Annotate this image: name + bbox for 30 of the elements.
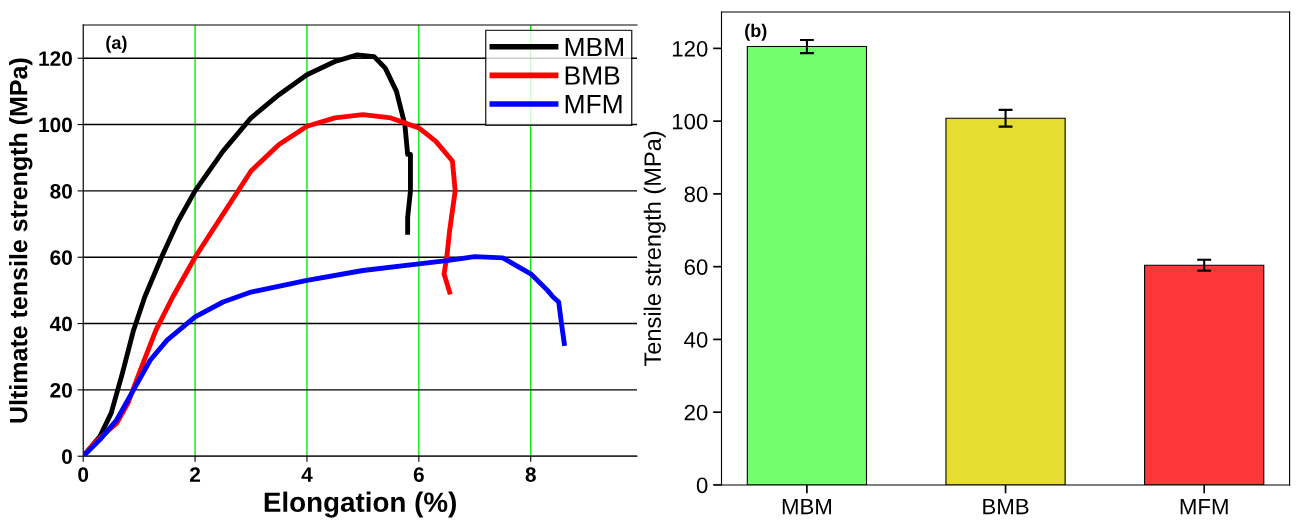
y-tick-label: 100 <box>672 113 708 130</box>
x-tick-label: 2 <box>190 467 201 482</box>
x-axis-title: Elongation (%) <box>264 491 456 518</box>
legend-label: MBM <box>565 37 623 57</box>
y-tick-label: 20 <box>684 404 708 421</box>
y-tick-label: 60 <box>50 250 72 265</box>
x-tick-label: MFM <box>1180 498 1228 515</box>
line-series <box>83 254 567 457</box>
x-tick-label: 8 <box>525 467 536 482</box>
x-tick-label: BMB <box>983 498 1029 515</box>
y-tick-label: 20 <box>50 382 72 398</box>
y-tick-label: 80 <box>684 186 708 203</box>
y-axis-title: Tensile strength (MPa) <box>643 131 666 367</box>
y-tick-label: 40 <box>684 331 708 348</box>
y-tick-label: 40 <box>49 316 72 332</box>
legend-label: BMB <box>565 66 620 85</box>
legend-label: MFM <box>565 95 622 114</box>
y-tick-label: 0 <box>62 449 72 464</box>
x-tick-label: 0 <box>78 467 89 482</box>
x-tick-label: 4 <box>301 467 313 482</box>
annotation: (b) <box>745 23 767 41</box>
y-tick-label: 80 <box>50 183 72 199</box>
x-tick-label: MBM <box>782 498 832 515</box>
y-tick-label: 120 <box>39 51 72 66</box>
x-tick-label: 6 <box>413 467 424 482</box>
y-tick-label: 60 <box>684 259 708 275</box>
y-tick-label: 120 <box>672 40 708 57</box>
y-axis-title: Ultimate tensile strength (MPa) <box>9 58 33 423</box>
y-tick-label: 100 <box>39 117 72 133</box>
annotation: (a) <box>106 35 127 53</box>
